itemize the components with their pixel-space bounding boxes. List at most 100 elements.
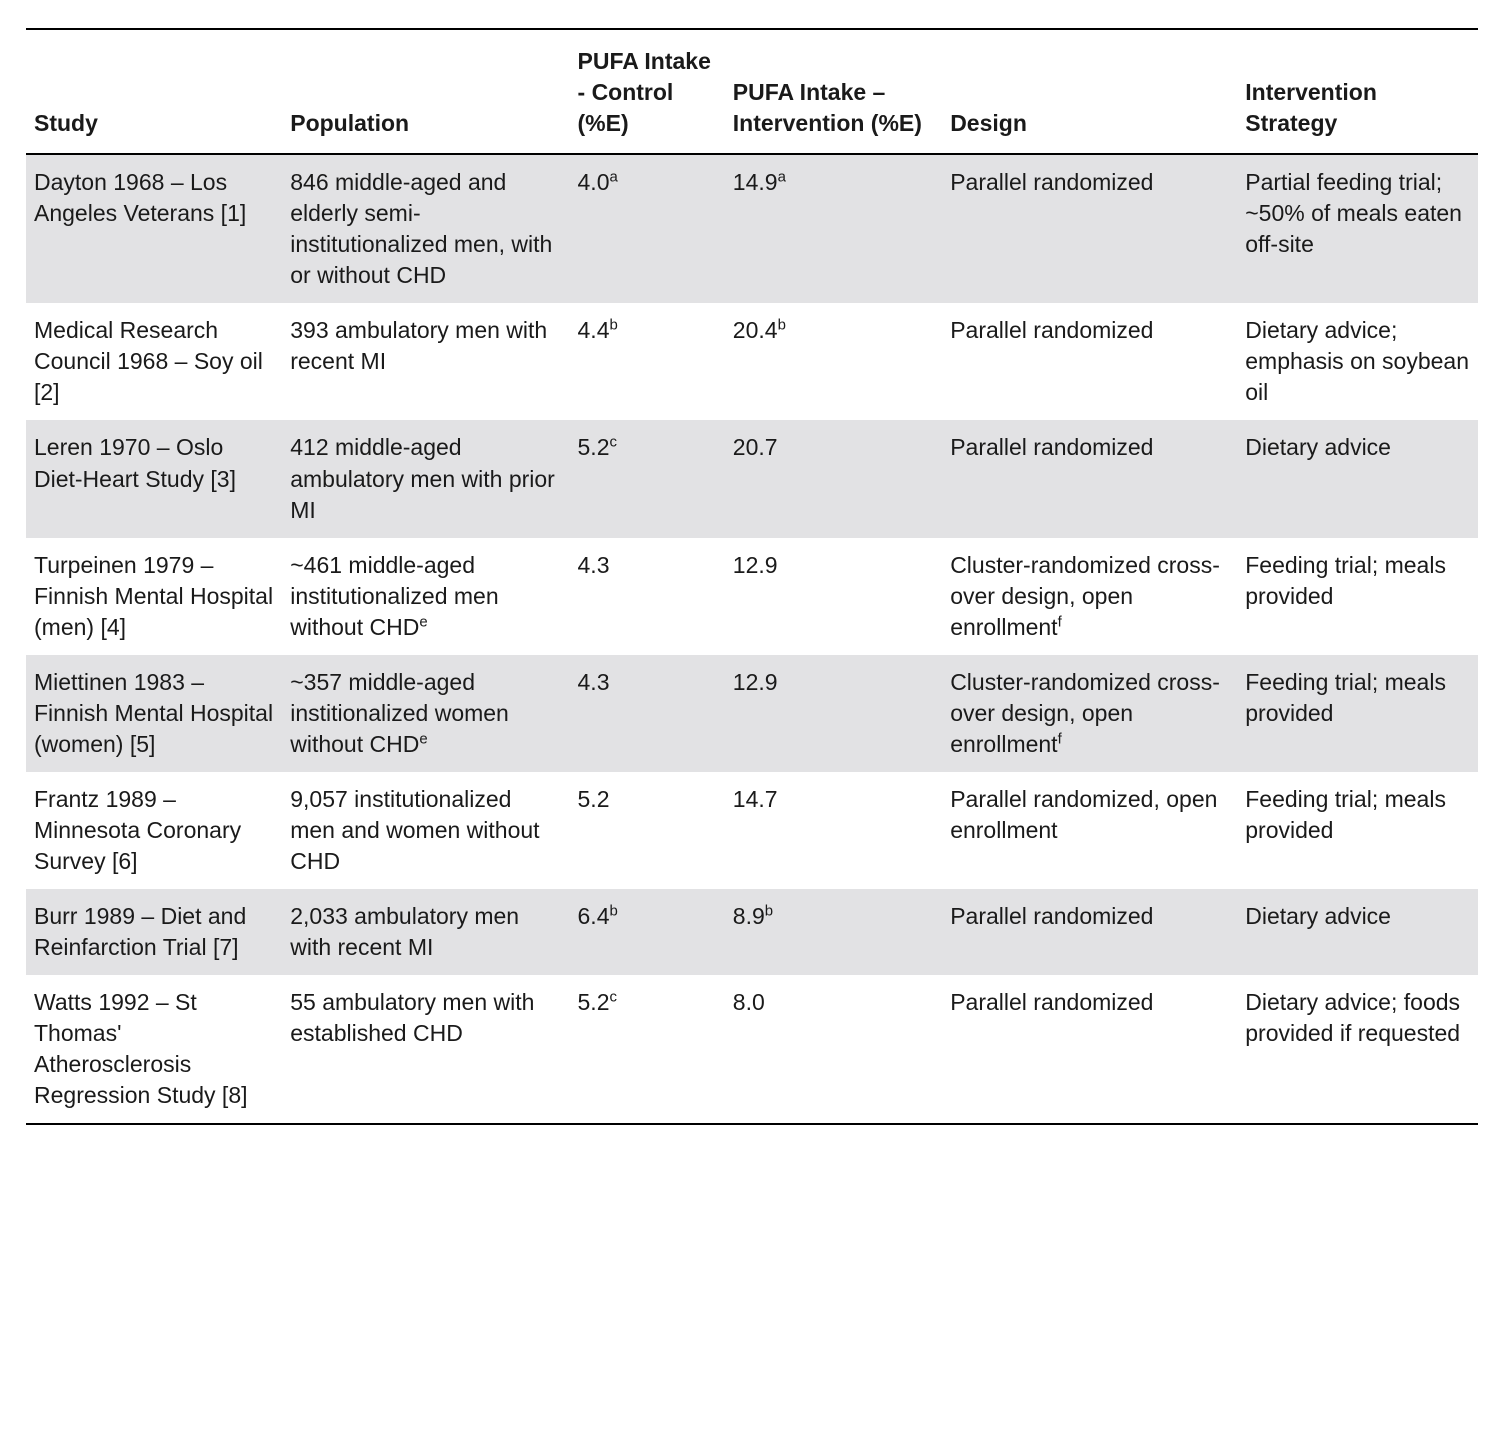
cell-intervention-value: 14.9 (733, 169, 778, 195)
cell-study-value: Dayton 1968 – Los Angeles Veterans [1] (34, 169, 246, 226)
cell-design-value: Parallel randomized (950, 434, 1153, 460)
cell-population-value: 9,057 institutionalized men and women wi… (290, 786, 539, 874)
cell-intervention: 12.9 (725, 655, 942, 772)
cell-strategy: Dietary advice; foods provided if reques… (1237, 975, 1478, 1124)
cell-study-value: Watts 1992 – St Thomas' Atherosclerosis … (34, 989, 248, 1108)
cell-intervention: 8.9b (725, 889, 942, 975)
cell-population-value: 412 middle-aged ambulatory men with prio… (290, 434, 555, 522)
cell-study: Miettinen 1983 – Finnish Mental Hospital… (26, 655, 282, 772)
cell-design-sup: f (1058, 613, 1062, 630)
cell-design: Parallel randomized (942, 303, 1237, 420)
cell-intervention: 20.4b (725, 303, 942, 420)
cell-population: ~461 middle-aged institutionalized men w… (282, 538, 569, 655)
col-intervention: PUFA Intake – Intervention (%E) (725, 29, 942, 154)
cell-design-value: Parallel randomized (950, 903, 1153, 929)
cell-design: Parallel randomized (942, 154, 1237, 303)
cell-control-sup: c (610, 434, 617, 451)
cell-population-value: 55 ambulatory men with established CHD (290, 989, 534, 1046)
cell-population-value: ~461 middle-aged institutionalized men w… (290, 552, 498, 640)
cell-intervention-value: 8.9 (733, 903, 765, 929)
table-row: Leren 1970 – Oslo Diet-Heart Study [3] 41… (26, 420, 1478, 537)
col-control: PUFA Intake - Control (%E) (570, 29, 725, 154)
table-row: Medical Research Council 1968 – Soy oil … (26, 303, 1478, 420)
cell-strategy-value: Dietary advice (1245, 434, 1391, 460)
col-study: Study (26, 29, 282, 154)
cell-intervention-value: 14.7 (733, 786, 778, 812)
cell-population-value: 846 middle-aged and elderly semi-institu… (290, 169, 552, 288)
cell-design-value: Cluster-randomized cross-over design, op… (950, 552, 1220, 640)
cell-design: Parallel randomized (942, 420, 1237, 537)
cell-study: Dayton 1968 – Los Angeles Veterans [1] (26, 154, 282, 303)
cell-control: 5.2c (570, 420, 725, 537)
cell-control-value: 5.2 (578, 434, 610, 460)
cell-study: Leren 1970 – Oslo Diet-Heart Study [3] (26, 420, 282, 537)
cell-study-value: Turpeinen 1979 – Finnish Mental Hospital… (34, 552, 273, 640)
cell-study: Turpeinen 1979 – Finnish Mental Hospital… (26, 538, 282, 655)
cell-study: Medical Research Council 1968 – Soy oil … (26, 303, 282, 420)
cell-control-value: 4.0 (578, 169, 610, 195)
cell-strategy: Partial feeding trial; ~50% of meals eat… (1237, 154, 1478, 303)
cell-intervention-value: 12.9 (733, 669, 778, 695)
cell-control: 4.4b (570, 303, 725, 420)
cell-strategy: Feeding trial; meals provided (1237, 538, 1478, 655)
cell-intervention: 14.7 (725, 772, 942, 889)
cell-control-value: 5.2 (578, 786, 610, 812)
cell-design-sup: f (1058, 730, 1062, 747)
cell-population-value: ~357 middle-aged institionalized women w… (290, 669, 509, 757)
cell-strategy: Dietary advice (1237, 420, 1478, 537)
cell-control-sup: b (610, 902, 618, 919)
cell-design-value: Parallel randomized, open enrollment (950, 786, 1217, 843)
cell-control-value: 4.3 (578, 669, 610, 695)
table-row: Turpeinen 1979 – Finnish Mental Hospital… (26, 538, 1478, 655)
table-row: Dayton 1968 – Los Angeles Veterans [1] 84… (26, 154, 1478, 303)
table-row: Frantz 1989 – Minnesota Coronary Survey … (26, 772, 1478, 889)
cell-strategy-value: Dietary advice (1245, 903, 1391, 929)
cell-population: 846 middle-aged and elderly semi-institu… (282, 154, 569, 303)
cell-population-sup: e (419, 613, 427, 630)
cell-control: 6.4b (570, 889, 725, 975)
table-row: Watts 1992 – St Thomas' Atherosclerosis … (26, 975, 1478, 1124)
cell-strategy: Dietary advice; emphasis on soybean oil (1237, 303, 1478, 420)
cell-intervention: 14.9a (725, 154, 942, 303)
cell-control-sup: b (610, 317, 618, 334)
cell-strategy-value: Dietary advice; foods provided if reques… (1245, 989, 1460, 1046)
cell-population-value: 393 ambulatory men with recent MI (290, 317, 547, 374)
col-design: Design (942, 29, 1237, 154)
study-table: Study Population PUFA Intake - Control (… (26, 28, 1478, 1125)
cell-design: Cluster-randomized cross-over design, op… (942, 655, 1237, 772)
cell-intervention-value: 12.9 (733, 552, 778, 578)
cell-study-value: Frantz 1989 – Minnesota Coronary Survey … (34, 786, 241, 874)
cell-study-value: Leren 1970 – Oslo Diet-Heart Study [3] (34, 434, 236, 491)
cell-control-value: 4.4 (578, 317, 610, 343)
cell-population-sup: e (419, 730, 427, 747)
cell-intervention-sup: b (765, 902, 773, 919)
cell-design: Parallel randomized, open enrollment (942, 772, 1237, 889)
cell-study: Watts 1992 – St Thomas' Atherosclerosis … (26, 975, 282, 1124)
cell-population: ~357 middle-aged institionalized women w… (282, 655, 569, 772)
table-header-row: Study Population PUFA Intake - Control (… (26, 29, 1478, 154)
cell-strategy: Feeding trial; meals provided (1237, 772, 1478, 889)
cell-intervention-sup: b (778, 317, 786, 334)
cell-design: Cluster-randomized cross-over design, op… (942, 538, 1237, 655)
cell-intervention: 8.0 (725, 975, 942, 1124)
cell-strategy-value: Partial feeding trial; ~50% of meals eat… (1245, 169, 1462, 257)
cell-control: 4.3 (570, 655, 725, 772)
cell-control: 5.2 (570, 772, 725, 889)
cell-population-value: 2,033 ambulatory men with recent MI (290, 903, 519, 960)
cell-design-value: Parallel randomized (950, 989, 1153, 1015)
cell-control-sup: a (610, 168, 618, 185)
cell-control: 5.2c (570, 975, 725, 1124)
cell-study-value: Burr 1989 – Diet and Reinfarction Trial … (34, 903, 246, 960)
cell-strategy-value: Feeding trial; meals provided (1245, 669, 1446, 726)
cell-intervention-value: 20.7 (733, 434, 778, 460)
cell-strategy-value: Feeding trial; meals provided (1245, 786, 1446, 843)
col-population: Population (282, 29, 569, 154)
cell-study: Frantz 1989 – Minnesota Coronary Survey … (26, 772, 282, 889)
table-body: Dayton 1968 – Los Angeles Veterans [1] 84… (26, 154, 1478, 1124)
cell-design-value: Parallel randomized (950, 317, 1153, 343)
cell-control: 4.0a (570, 154, 725, 303)
cell-population: 393 ambulatory men with recent MI (282, 303, 569, 420)
cell-strategy: Feeding trial; meals provided (1237, 655, 1478, 772)
cell-intervention: 12.9 (725, 538, 942, 655)
cell-population: 9,057 institutionalized men and women wi… (282, 772, 569, 889)
